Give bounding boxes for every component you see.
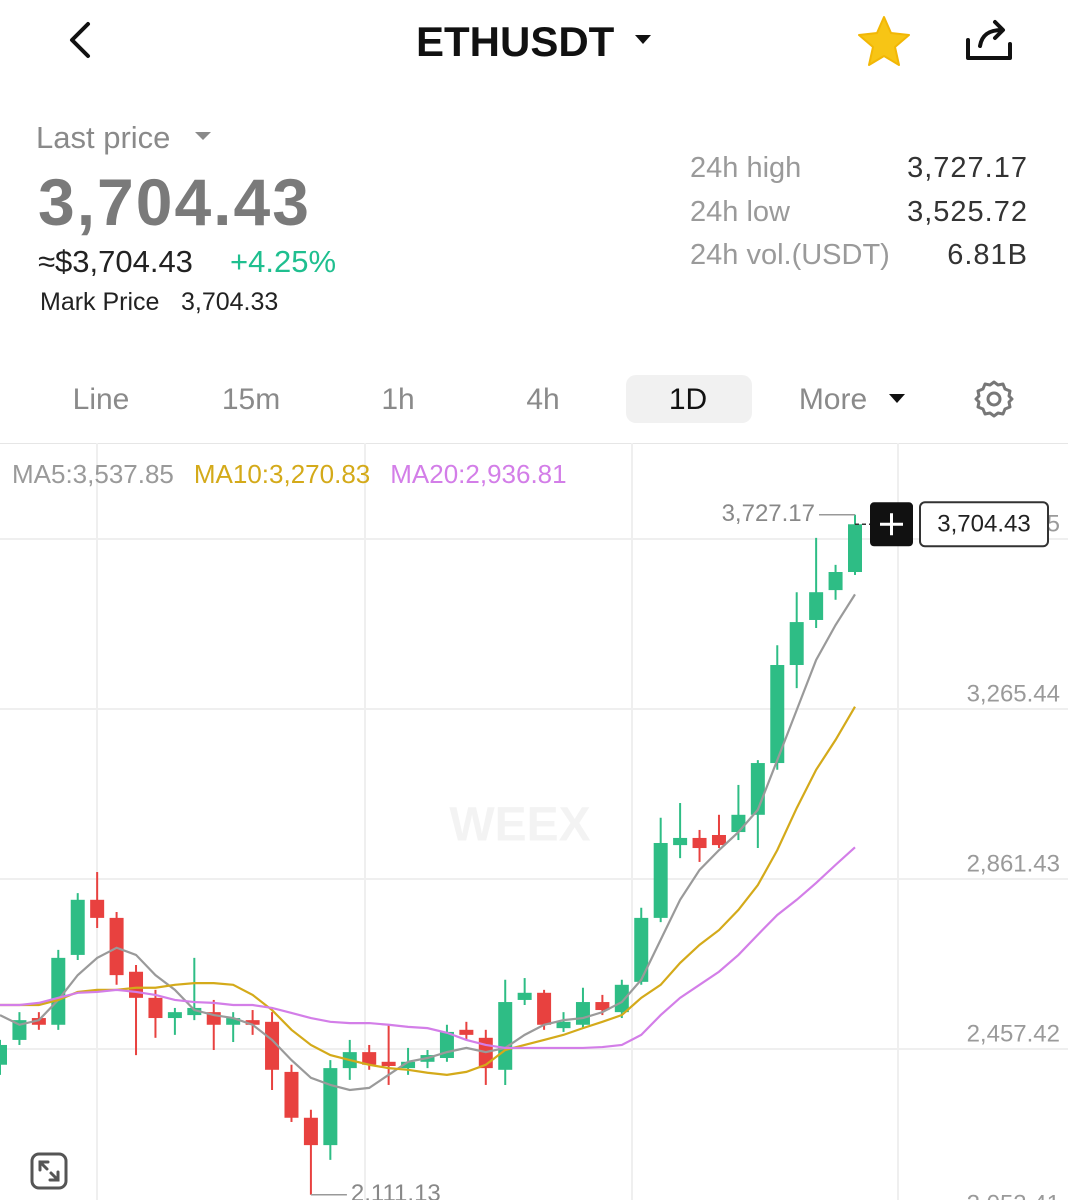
- settings-gear[interactable]: [974, 379, 1014, 419]
- candle-body: [809, 592, 824, 620]
- candlestick-chart: 3,669.453,265.442,861.432,457.422,053.41…: [0, 443, 1068, 1200]
- more-dropdown[interactable]: [887, 393, 907, 405]
- candle-body: [848, 524, 862, 573]
- candle-body: [556, 1021, 571, 1029]
- ma-line: [0, 846, 856, 1050]
- candle-body: [692, 837, 707, 849]
- candle-body: [575, 1002, 590, 1025]
- ma-legend: MA5:3,537.85: [12, 459, 174, 489]
- symbol-title[interactable]: ETHUSDT: [416, 18, 615, 65]
- y-tick-label: 2,053.41: [967, 1190, 1060, 1200]
- y-tick-label: 2,861.43: [967, 850, 1060, 877]
- candle-body: [129, 971, 144, 998]
- candle-body: [614, 984, 629, 1013]
- candle-body: [284, 1071, 299, 1118]
- candle-body: [517, 992, 532, 1000]
- candle-body: [187, 1007, 202, 1016]
- candle-body: [789, 622, 804, 666]
- ma-line: [0, 706, 856, 1076]
- candle-body: [770, 665, 785, 764]
- y-tick-label: 2,457.42: [967, 1020, 1060, 1047]
- candle-body: [148, 997, 163, 1019]
- candle-body: [634, 917, 649, 982]
- watermark: WEEX: [449, 799, 590, 852]
- ma-legend: MA10:3,270.83: [194, 459, 370, 489]
- candle-body: [51, 957, 66, 1025]
- selected-tab-bg: [626, 375, 752, 423]
- candle-body: [537, 992, 552, 1025]
- ma-line: [0, 593, 856, 1092]
- candle-body: [0, 1044, 7, 1065]
- ma-legend: MA20:2,936.81: [390, 459, 566, 489]
- interval-tab[interactable]: More: [798, 383, 868, 416]
- candle-body: [323, 1068, 338, 1146]
- plus-icon: [880, 513, 903, 536]
- candle-body: [362, 1052, 377, 1065]
- candle-body: [109, 917, 124, 976]
- candle-body: [401, 1061, 416, 1069]
- stat-value: 6.81B: [947, 239, 1028, 271]
- stat-label: 24h high: [690, 152, 802, 184]
- candle-body: [245, 1020, 260, 1025]
- candle-body: [459, 1029, 474, 1035]
- last-price-box: [919, 501, 1049, 548]
- mark-price-label: Mark Price: [40, 288, 160, 316]
- stat-label: 24h vol.(USDT): [690, 239, 890, 271]
- interval-tab[interactable]: Line: [72, 383, 130, 416]
- candle-body: [828, 572, 843, 591]
- candle-body: [265, 1021, 280, 1070]
- candle-body: [653, 842, 668, 918]
- candle-body: [731, 814, 746, 833]
- back-button[interactable]: [60, 20, 100, 60]
- last-price: 3,704.43: [38, 165, 311, 239]
- mark-price: 3,704.33: [181, 288, 279, 316]
- candle-body: [673, 837, 688, 846]
- candle-body: [70, 899, 85, 955]
- interval-tab[interactable]: 15m: [221, 383, 281, 416]
- low-label: 2,111.13: [351, 1180, 441, 1200]
- symbol-dropdown[interactable]: [633, 33, 653, 47]
- stat-value: 3,727.17: [907, 152, 1028, 184]
- candle-body: [595, 1002, 610, 1011]
- last-price-label[interactable]: Last price: [36, 120, 171, 155]
- candle-body: [226, 1018, 241, 1025]
- interval-tab[interactable]: 1D: [668, 383, 708, 416]
- favorite-star[interactable]: [856, 14, 912, 68]
- last-price-box-label: 3,704.43: [937, 511, 1030, 538]
- candle-body: [381, 1061, 396, 1067]
- candle-body: [303, 1117, 318, 1146]
- candle-body: [90, 899, 105, 918]
- fullscreen-button[interactable]: [30, 1152, 68, 1190]
- usd-price: ≈$3,704.43: [38, 244, 193, 279]
- stat-label: 24h low: [690, 195, 790, 228]
- candle-body: [31, 1018, 46, 1025]
- interval-tab[interactable]: 4h: [526, 383, 560, 416]
- candle-body: [711, 834, 726, 846]
- high-label: 3,727.17: [722, 500, 815, 527]
- candle-body: [498, 1002, 513, 1070]
- interval-tab[interactable]: 1h: [381, 383, 415, 416]
- stat-value: 3,525.72: [907, 195, 1028, 228]
- candle-body: [12, 1020, 27, 1040]
- price-change: +4.25%: [230, 244, 337, 279]
- last-price-dropdown[interactable]: [193, 130, 213, 142]
- y-tick-label: 3,265.44: [967, 680, 1060, 707]
- share-button[interactable]: [962, 14, 1018, 66]
- candle-body: [167, 1012, 182, 1019]
